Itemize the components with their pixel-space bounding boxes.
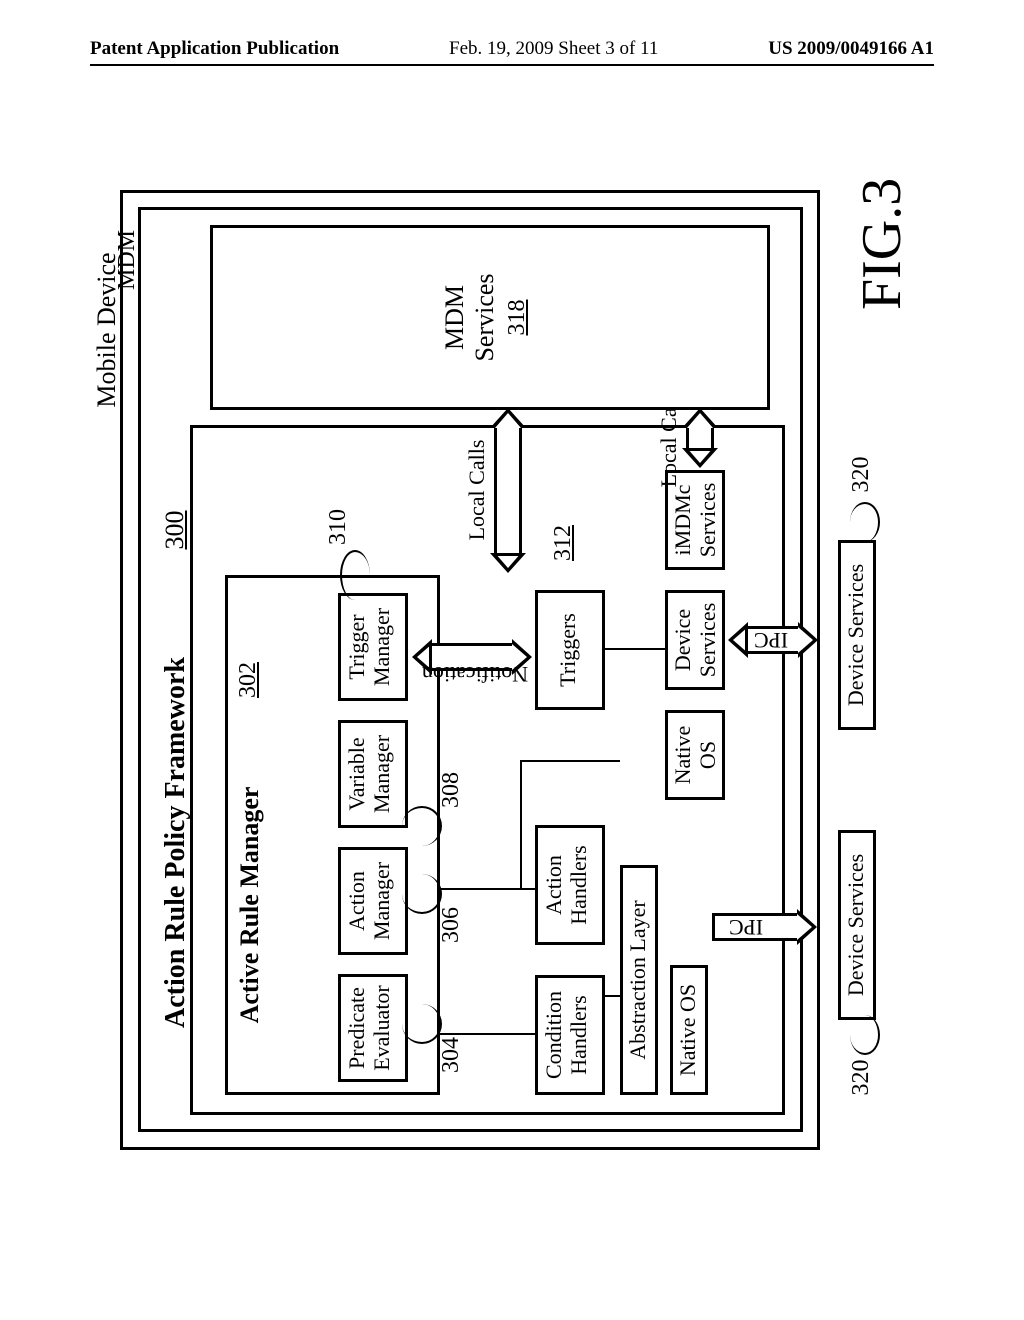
ipc-right-text: IPC bbox=[736, 627, 806, 653]
predicate-eval-label: Predicate Evaluator bbox=[344, 974, 395, 1082]
figure-canvas: Mobile Device MDM Action Rule Policy Fra… bbox=[90, 336, 1024, 1180]
header-mid: Feb. 19, 2009 Sheet 3 of 11 bbox=[449, 38, 658, 60]
native-os-left-label: Native OS bbox=[675, 965, 700, 1095]
ref-304: 304 bbox=[438, 1030, 466, 1080]
curve-320r bbox=[850, 502, 880, 542]
ref-310: 310 bbox=[325, 502, 353, 552]
curve-306 bbox=[402, 874, 442, 914]
curve-320l bbox=[850, 1015, 880, 1055]
header-left: Patent Application Publication bbox=[90, 38, 339, 60]
device-services-ext-right-label: Device Services bbox=[843, 540, 868, 730]
action-mgr-label: Action Manager bbox=[344, 847, 395, 955]
device-services-label: Device Services bbox=[670, 590, 721, 690]
active-rule-mgr-title: Active Rule Manager bbox=[235, 715, 265, 1095]
figure-label: FIG.3 bbox=[850, 178, 914, 310]
header-right: US 2009/0049166 A1 bbox=[768, 38, 934, 60]
arpf-title: Action Rule Policy Framework bbox=[160, 570, 192, 1115]
cond-line bbox=[440, 1033, 535, 1035]
local-calls-bot-arrow bbox=[682, 408, 718, 468]
abstraction-layer-label: Abstraction Layer bbox=[625, 865, 650, 1095]
trigger-mgr-label: Trigger Manager bbox=[344, 593, 395, 701]
mdm-label: MDM bbox=[114, 220, 142, 300]
notification-text: Notification bbox=[410, 661, 540, 687]
ah-line-h bbox=[520, 760, 522, 890]
mdm-services-ref: 318 bbox=[504, 225, 532, 410]
action-handlers-label: Action Handlers bbox=[541, 825, 592, 945]
abs-line bbox=[605, 995, 620, 997]
ipc-left-text: IPC bbox=[711, 914, 781, 940]
variable-mgr-label: Variable Manager bbox=[344, 720, 395, 828]
ref-306: 306 bbox=[438, 900, 466, 950]
device-services-ext-left-label: Device Services bbox=[843, 830, 868, 1020]
local-calls-top-arrow bbox=[490, 408, 526, 573]
local-calls-top-text: Local Calls bbox=[464, 430, 490, 550]
triggers-ref: 312 bbox=[550, 518, 578, 568]
header-divider bbox=[90, 64, 934, 66]
curve-308 bbox=[402, 806, 442, 846]
ah-line-v2 bbox=[520, 760, 620, 762]
condition-handlers-label: Condition Handlers bbox=[541, 975, 592, 1095]
ref-308: 308 bbox=[438, 765, 466, 815]
ref-320r: 320 bbox=[848, 447, 876, 502]
arpf-ref: 300 bbox=[160, 500, 190, 560]
ds-line bbox=[605, 648, 665, 650]
triggers-label: Triggers bbox=[555, 590, 580, 710]
mdm-services-label: MDM Services bbox=[440, 225, 500, 410]
curve-310 bbox=[340, 550, 370, 600]
page-header: Patent Application Publication Feb. 19, … bbox=[0, 38, 1024, 60]
active-rule-mgr-ref: 302 bbox=[235, 650, 263, 710]
curve-304 bbox=[402, 1004, 442, 1044]
diagram-stage: Mobile Device MDM Action Rule Policy Fra… bbox=[90, 130, 934, 1180]
ref-320l: 320 bbox=[848, 1050, 876, 1105]
native-os-right-label: Native OS bbox=[670, 710, 721, 800]
